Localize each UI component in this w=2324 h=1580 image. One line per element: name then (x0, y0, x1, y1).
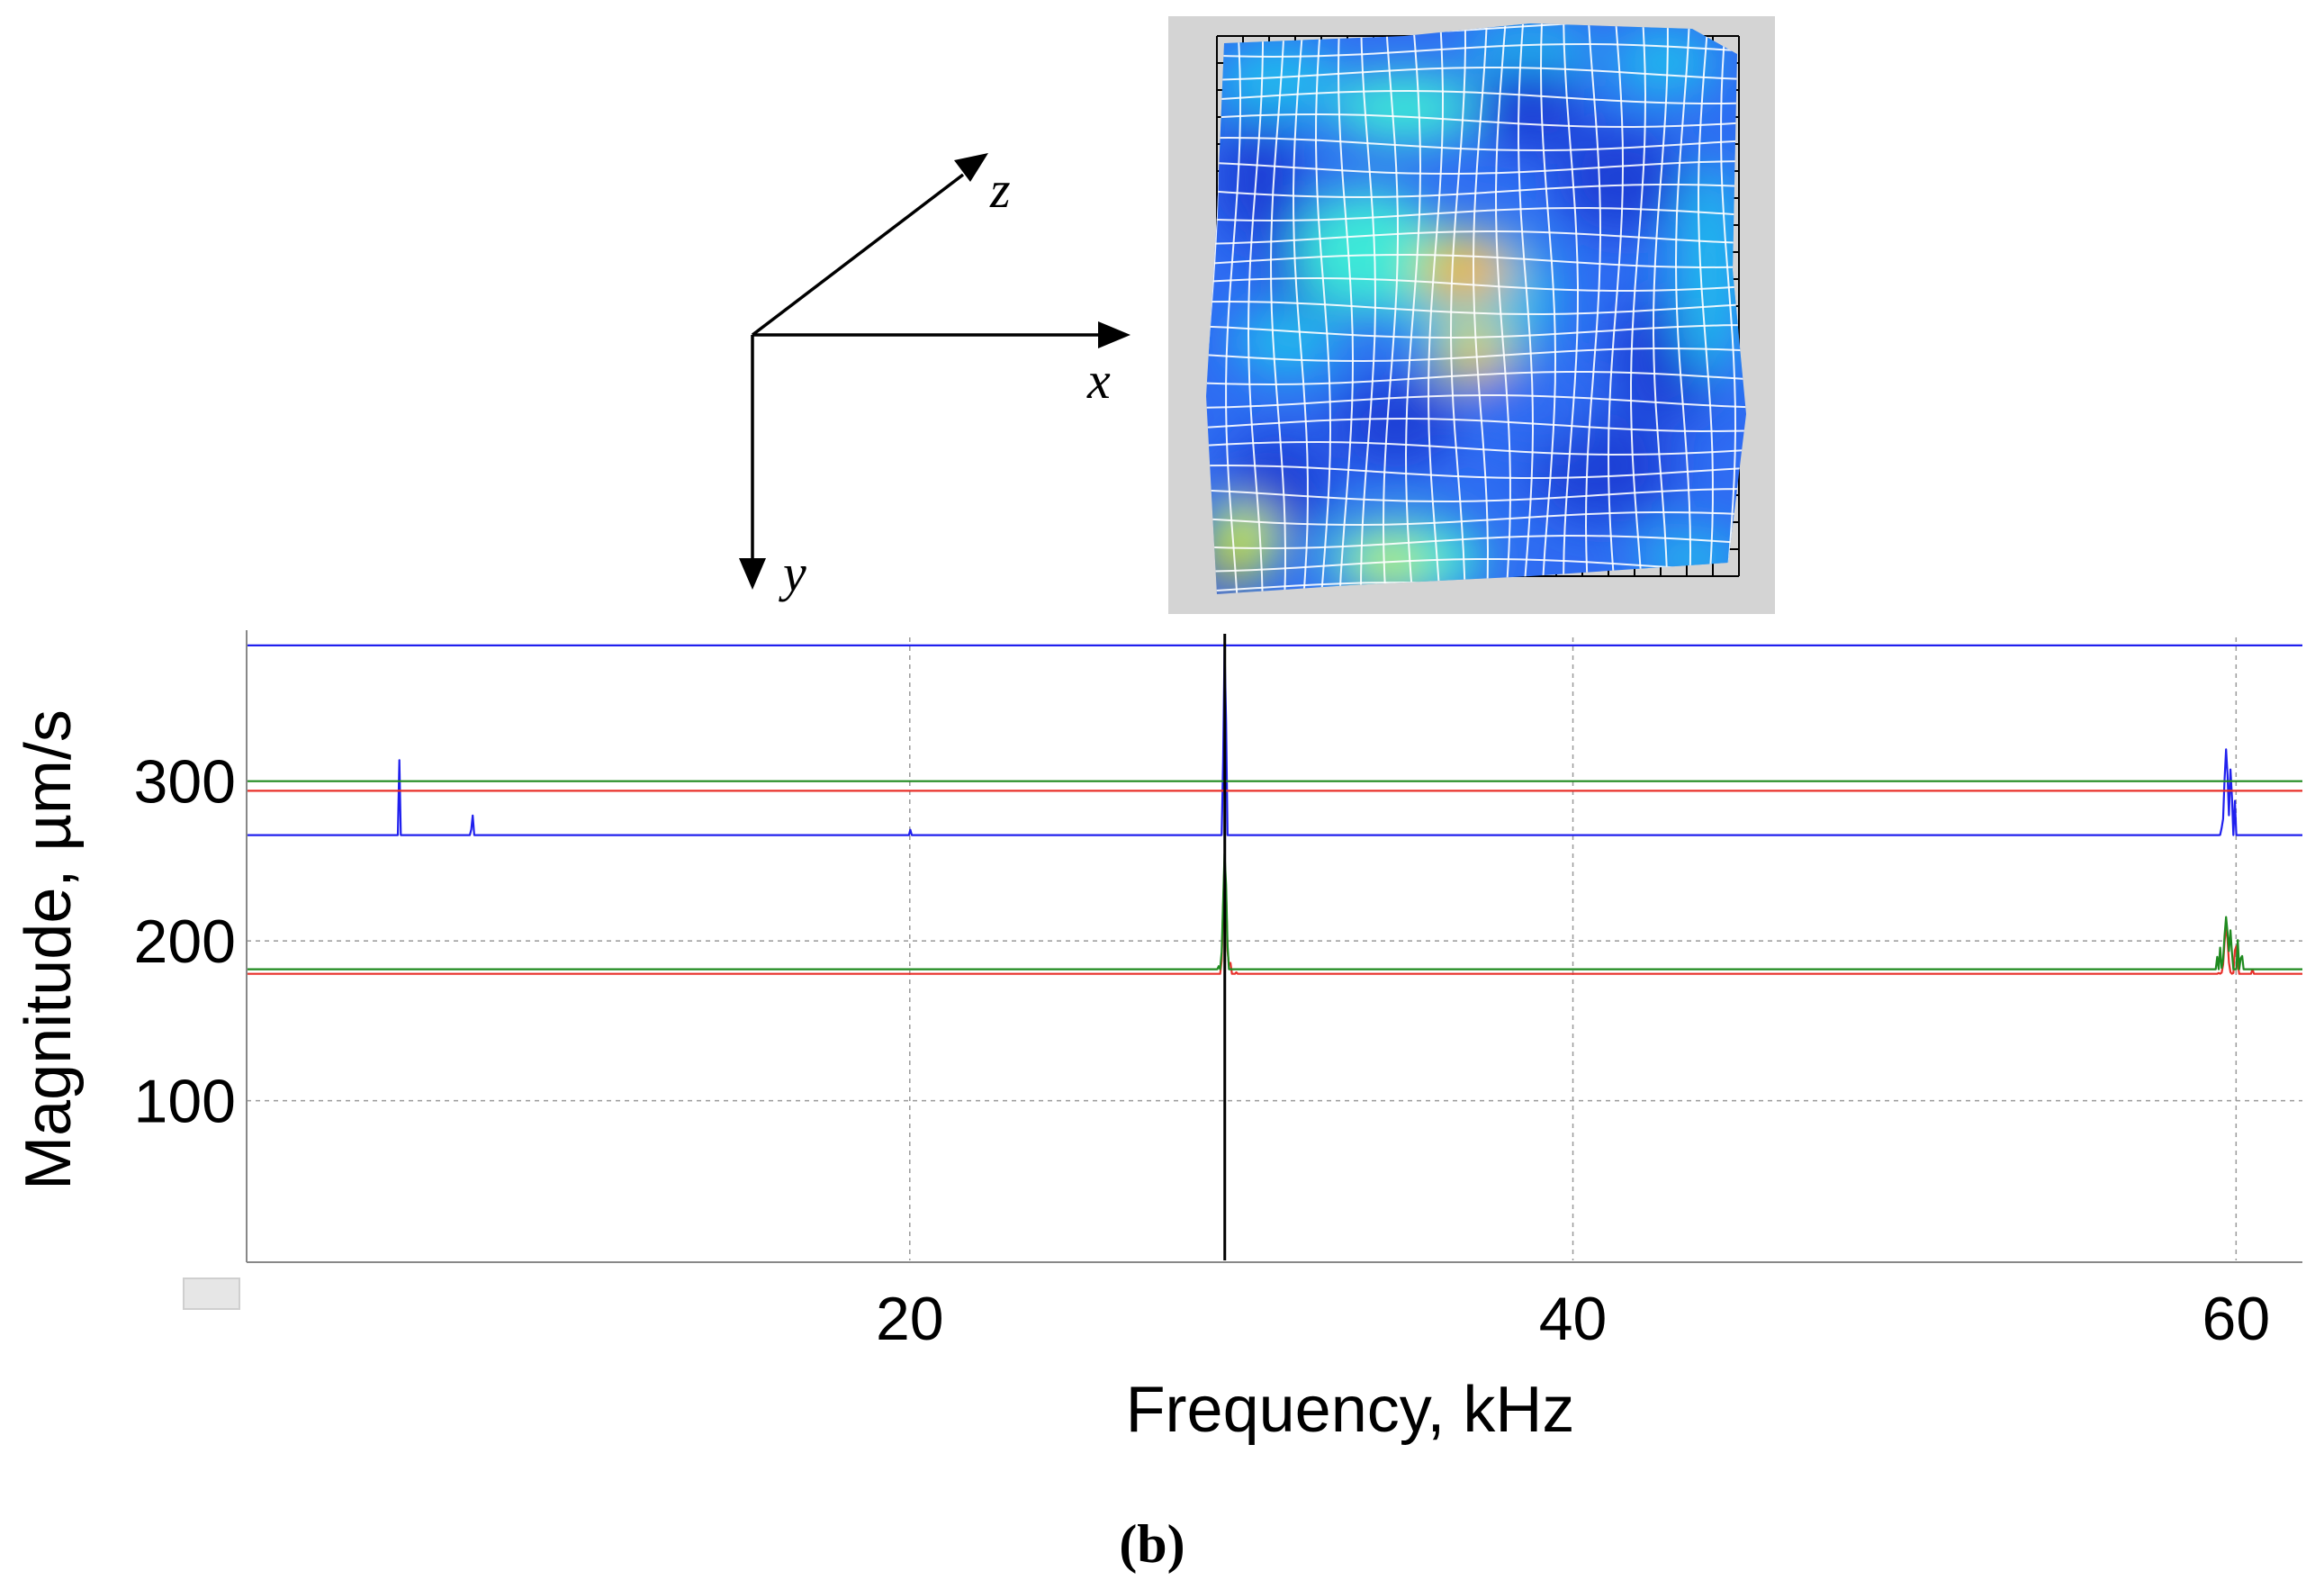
mesh-line (1206, 136, 1746, 152)
y-tick-label: 300 (134, 748, 236, 817)
mesh-line (1206, 113, 1746, 129)
spectrum-plot: 20 40 60 100 200 300 Frequency, kHz Magnitude… (13, 630, 2302, 1446)
plot-series (247, 646, 2302, 975)
mesh-line (1292, 23, 1309, 594)
mode-shape-surface (1206, 23, 1746, 594)
tick-labels: 20 40 60 100 200 300 (134, 748, 2271, 1353)
mesh-line (1449, 23, 1467, 594)
mesh-line (1206, 417, 1746, 433)
mesh-line (1206, 440, 1746, 456)
mesh-line (1563, 23, 1580, 594)
mesh-line (1720, 23, 1737, 594)
coordinate-axes: x y z (739, 153, 1130, 602)
x-tick-label: 60 (2202, 1285, 2271, 1353)
y-axis-title: Magnitude, µm/s (13, 709, 85, 1190)
x-arrowhead (1098, 321, 1130, 348)
mesh-line (1697, 23, 1714, 594)
mesh-line (1206, 253, 1746, 269)
mode-shape-blob (1215, 41, 1341, 122)
mode-shape-blob (1206, 504, 1278, 576)
mesh-line (1206, 510, 1746, 527)
spectrum-series-line (247, 861, 2302, 975)
mode-shape-blob (1467, 360, 1593, 450)
mesh-line (1652, 23, 1669, 594)
mesh-line (1206, 300, 1746, 316)
y-arrowhead (739, 558, 766, 590)
mode-shape-blob (1557, 126, 1683, 234)
mesh-line (1584, 23, 1602, 594)
y-axis-letter: y (779, 544, 806, 602)
mesh-line (1247, 23, 1265, 594)
z-axis-arrow (751, 173, 965, 337)
mesh-line (1206, 42, 1746, 59)
mesh-line (1607, 23, 1625, 594)
mesh-line (1206, 488, 1746, 503)
spectrum-series-line (247, 853, 2302, 971)
z-arrowhead (954, 153, 988, 182)
mesh-line (1225, 23, 1242, 594)
x-tick-label: 20 (876, 1285, 944, 1353)
mesh-line (1206, 371, 1746, 386)
scroll-handle[interactable] (183, 1278, 240, 1310)
x-axis-letter: x (1086, 351, 1111, 410)
mode-shape-blob (1427, 265, 1463, 293)
mode-shape-blob (1332, 72, 1476, 144)
mesh-line (1206, 558, 1746, 573)
mode-shape-blob (1296, 189, 1440, 315)
mesh-line (1314, 23, 1332, 594)
mesh-line (1494, 23, 1511, 594)
mesh-line (1629, 23, 1647, 594)
mode-shape-blob (1476, 63, 1584, 153)
mesh-line (1472, 23, 1490, 594)
y-tick-label: 200 (134, 907, 236, 976)
mesh-line (1206, 89, 1746, 104)
x-tick-label: 40 (1539, 1285, 1608, 1353)
mesh-line (1382, 23, 1400, 594)
mesh-line (1269, 23, 1287, 594)
mode-shape-panel (1168, 16, 1775, 614)
mesh-line (1517, 23, 1535, 594)
level-lines (247, 644, 2302, 792)
mesh-line (1206, 206, 1746, 222)
mesh-line (1206, 347, 1746, 363)
spectrum-series-line (247, 646, 2302, 836)
mesh-line (1206, 324, 1746, 339)
mesh-line (1337, 23, 1355, 594)
x-axis-title: Frequency, kHz (1126, 1374, 1575, 1446)
mesh-line (1360, 23, 1376, 594)
mesh-line (1206, 276, 1746, 292)
mode-shape-blob (1674, 162, 1746, 378)
mesh-line (1206, 464, 1746, 479)
y-tick-label: 100 (134, 1068, 236, 1136)
mode-shape-blob (1215, 117, 1305, 243)
panel-label: (b) (1119, 1514, 1185, 1574)
plot-gridlines (247, 637, 2302, 1260)
mesh-line (1206, 534, 1746, 550)
mesh-line (1674, 23, 1692, 594)
mesh-line (1206, 66, 1746, 81)
z-axis-letter: z (989, 160, 1011, 219)
mesh-line (1539, 23, 1557, 594)
